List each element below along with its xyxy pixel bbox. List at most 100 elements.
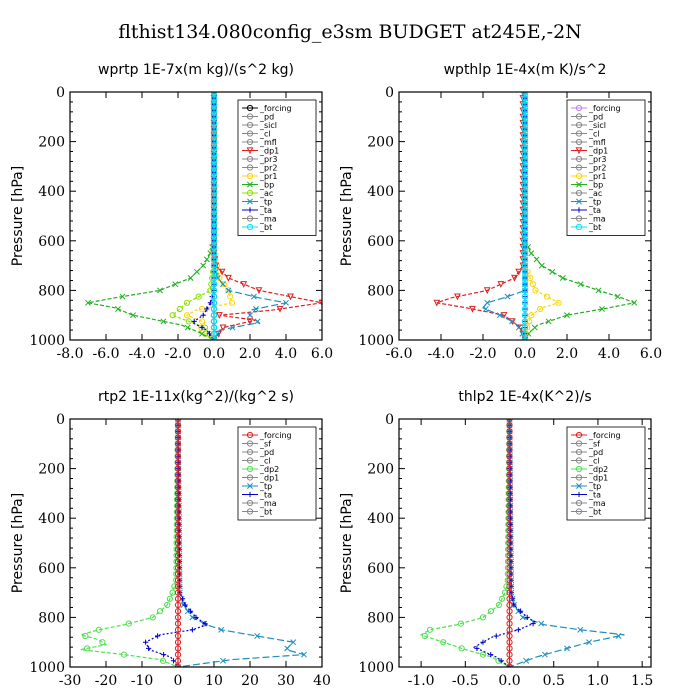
marker bbox=[575, 121, 583, 129]
marker bbox=[575, 223, 583, 231]
marker bbox=[174, 595, 182, 602]
y-tick-label: 800 bbox=[38, 610, 65, 626]
marker bbox=[210, 194, 218, 201]
legend-label: _forcing bbox=[259, 431, 292, 440]
marker bbox=[82, 632, 89, 640]
marker bbox=[210, 150, 218, 158]
legend-label: _ta bbox=[259, 206, 272, 215]
marker bbox=[174, 539, 182, 547]
marker bbox=[575, 465, 583, 473]
legend-label: _pr3 bbox=[588, 155, 606, 164]
marker bbox=[543, 293, 551, 300]
marker bbox=[517, 608, 524, 614]
x-tick-label: 2.0 bbox=[556, 346, 578, 362]
marker bbox=[171, 583, 178, 590]
x-tick-label: 20 bbox=[241, 673, 259, 689]
marker bbox=[559, 275, 566, 281]
marker bbox=[521, 312, 529, 319]
legend-label: _tp bbox=[588, 198, 601, 207]
marker bbox=[521, 256, 529, 263]
legend-label: _mfl bbox=[259, 138, 277, 147]
marker bbox=[210, 107, 218, 114]
marker bbox=[506, 657, 513, 664]
series-line bbox=[436, 92, 526, 340]
legend-label: _cl bbox=[588, 130, 600, 139]
y-tick-label: 800 bbox=[367, 283, 394, 299]
marker bbox=[487, 608, 495, 615]
y-tick-label: 800 bbox=[367, 610, 394, 626]
marker bbox=[215, 312, 223, 319]
marker bbox=[524, 614, 530, 620]
marker bbox=[174, 577, 182, 584]
marker bbox=[506, 595, 513, 602]
marker bbox=[506, 459, 513, 466]
marker bbox=[287, 293, 294, 301]
marker bbox=[193, 614, 199, 620]
marker bbox=[185, 318, 192, 325]
marker bbox=[157, 287, 163, 294]
series-line bbox=[171, 92, 215, 340]
marker bbox=[506, 422, 513, 429]
x-tick-label: 0 bbox=[174, 673, 183, 689]
marker bbox=[174, 459, 182, 466]
marker bbox=[210, 305, 218, 313]
marker bbox=[504, 293, 511, 300]
marker bbox=[247, 181, 253, 188]
legend-label: _ma bbox=[259, 499, 277, 508]
marker bbox=[120, 651, 128, 658]
marker bbox=[130, 312, 136, 319]
marker bbox=[521, 188, 529, 195]
y-tick-label: 400 bbox=[38, 511, 65, 527]
marker bbox=[577, 626, 584, 633]
legend-label: _pd bbox=[259, 113, 274, 122]
plot-panel-3: rtp2 1E-11x(kg^2)/(kg^2 s) Pressure [hPa]… bbox=[10, 389, 331, 689]
legend-label: _ma bbox=[588, 499, 606, 508]
legend-label: _ma bbox=[588, 215, 606, 224]
marker bbox=[533, 256, 540, 263]
marker bbox=[240, 281, 248, 288]
marker bbox=[521, 200, 529, 207]
marker bbox=[246, 147, 254, 155]
y-tick-label: 600 bbox=[367, 561, 394, 577]
marker bbox=[225, 287, 232, 294]
marker bbox=[174, 508, 182, 516]
marker bbox=[521, 324, 529, 331]
marker bbox=[576, 181, 582, 188]
legend-label: _pd bbox=[259, 448, 274, 457]
marker bbox=[506, 490, 513, 497]
marker bbox=[301, 651, 307, 658]
marker bbox=[166, 595, 173, 602]
marker bbox=[247, 312, 253, 319]
marker bbox=[479, 614, 487, 621]
series-group bbox=[85, 92, 322, 340]
marker bbox=[521, 206, 529, 213]
marker bbox=[469, 305, 476, 313]
y-tick-label: 200 bbox=[367, 462, 394, 478]
marker bbox=[253, 306, 259, 312]
marker bbox=[538, 262, 545, 269]
marker bbox=[183, 312, 191, 319]
series-line bbox=[524, 92, 561, 340]
legend-label: _pr2 bbox=[588, 164, 606, 173]
marker bbox=[174, 564, 182, 571]
marker bbox=[541, 651, 548, 658]
marker bbox=[521, 181, 529, 189]
marker bbox=[84, 645, 91, 652]
figure-title: flthist134.080config_e3sm BUDGET at245E,… bbox=[118, 21, 582, 43]
marker bbox=[95, 626, 102, 633]
marker bbox=[521, 126, 529, 133]
marker bbox=[276, 305, 284, 313]
plot-panel-4: thlp2 1E-4x(K^2)/s Pressure [hPa] 0 200 400 6… bbox=[339, 389, 653, 689]
marker bbox=[575, 104, 583, 112]
marker bbox=[174, 434, 182, 441]
y-axis-label: Pressure [hPa] bbox=[339, 493, 355, 593]
marker bbox=[174, 496, 182, 503]
marker bbox=[506, 620, 513, 627]
y-tick-label: 1000 bbox=[358, 333, 394, 349]
legend-label: _sf bbox=[259, 440, 271, 449]
marker bbox=[174, 639, 182, 646]
marker bbox=[631, 299, 638, 306]
marker bbox=[506, 521, 513, 528]
legend-label: _pr1 bbox=[588, 172, 606, 181]
marker bbox=[199, 325, 205, 331]
